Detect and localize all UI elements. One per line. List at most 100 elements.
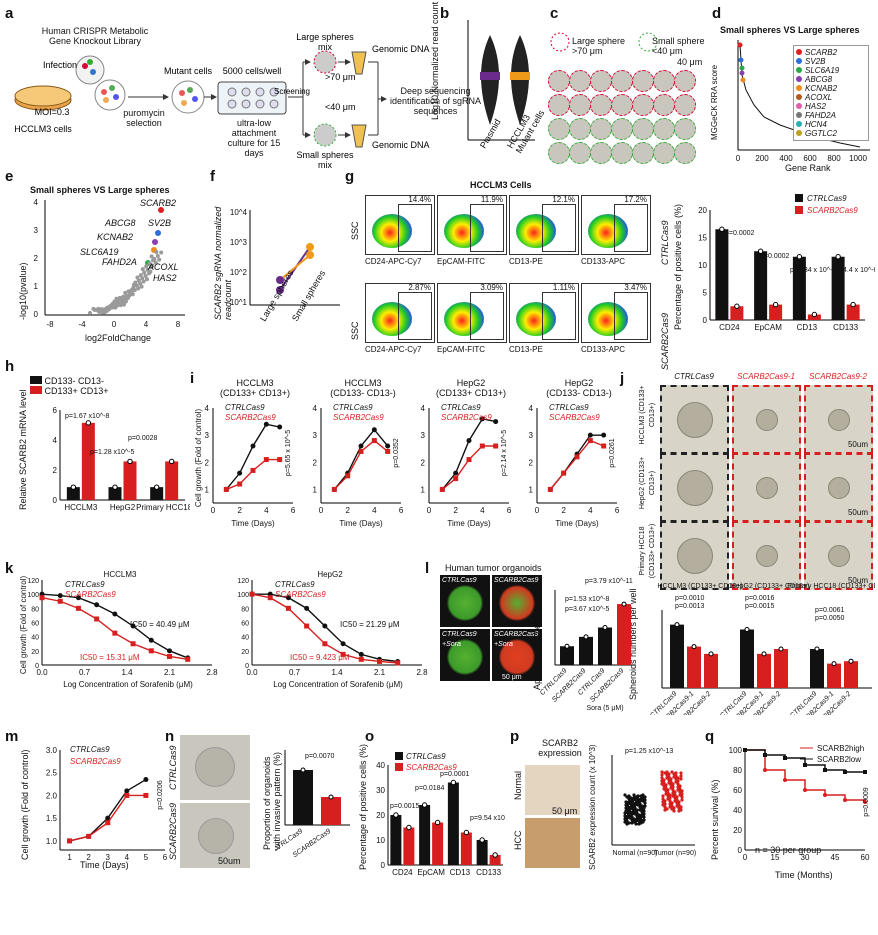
g-point (772, 301, 779, 308)
q-point (743, 748, 747, 752)
k-point (94, 602, 100, 608)
i-subpanel: HepG2 (CD133+ CD13+) 0 2 4 6 1 2 3 4 Time (Days) CT… (411, 378, 516, 538)
e-point (149, 254, 154, 259)
o-bar (403, 827, 415, 865)
j-point (831, 661, 837, 667)
k-point (249, 591, 255, 597)
d-xtick: 0 (736, 154, 741, 163)
e-point (140, 267, 145, 272)
i-point (561, 470, 567, 476)
c-large-label: Large sphere >70 μm (572, 36, 626, 56)
i-point (277, 457, 283, 463)
a-culture-label: ultra-low attachment culture for 15 days (227, 118, 281, 158)
d-legend-dot (796, 103, 802, 109)
m-point (105, 820, 111, 826)
k-point (112, 630, 118, 636)
g-facs-percent: 1.11% (552, 283, 575, 292)
i-legend-scarb2: SCARB2Cas9 (333, 413, 384, 422)
i-point (493, 443, 499, 449)
h-pvalue: p=1.67 x10^-8 (65, 413, 109, 420)
g-point (850, 301, 856, 308)
d-legend-label: SLC6A19 (805, 66, 840, 75)
p-point-tumor (675, 804, 679, 808)
e-label-slc6a19: SLC6A19 (80, 247, 119, 257)
j-point (708, 651, 714, 657)
p-point-tumor (663, 771, 667, 775)
i-xtick: 4 (480, 506, 485, 515)
o-xtick: CD13 (450, 868, 471, 877)
panel-e-chart: -8 -4 0 4 8 0 1 2 3 4 (34, 198, 185, 329)
k-legend-scarb2: SCARB2Cas9 (65, 590, 116, 599)
c-sphere (548, 94, 570, 116)
q-ytick: 60 (733, 786, 742, 795)
k-ic50-ctrl: IC50 = 21.29 μM (340, 620, 400, 629)
o-point (393, 812, 399, 818)
i-legend-ctrl: CTRLCas9 (225, 403, 265, 412)
a-mix2-label: mix (318, 160, 332, 170)
j-organoid-image: 50um (804, 453, 873, 522)
j-point (744, 627, 750, 632)
l-organoid-tile: SCARB2Cas9 (492, 575, 542, 627)
k-point (148, 648, 154, 654)
o-point (434, 819, 441, 826)
g-marker-label: CD133-APC (581, 257, 626, 266)
j-sphere (677, 402, 713, 438)
d-legend-item: SLC6A19 (796, 66, 866, 75)
p-point-tumor (662, 784, 666, 788)
p-point-tumor (672, 809, 676, 813)
e-ytick: 4 (34, 198, 39, 207)
q-point (863, 800, 867, 804)
p-point-tumor (670, 807, 674, 811)
e-point (147, 261, 152, 266)
p-point-tumor (674, 780, 678, 784)
g-marker-label: EpCAM-FITC (437, 257, 485, 266)
p-title: SCARB2 expression (538, 738, 582, 758)
c-sphere (590, 142, 612, 164)
a-large-label: Large spheres (296, 32, 354, 42)
i-point (371, 427, 377, 433)
k-ytick: 60 (241, 621, 249, 628)
i-xtick: 6 (291, 506, 296, 515)
g-facs-percent: 2.87% (408, 283, 431, 292)
e-ytick: 1 (34, 282, 39, 291)
i-point (250, 443, 256, 449)
m-point (67, 838, 73, 844)
m-xtick: 2 (86, 853, 91, 862)
p-point-tumor (672, 775, 676, 779)
g-row1-label: CTRLCas9 (660, 220, 670, 265)
i-point (250, 467, 256, 473)
i-point (439, 486, 445, 492)
i-xlabel: Time (Days) (231, 519, 275, 528)
j-group-label: HCCLM3 (CD133+ CD13+) (657, 583, 742, 590)
j-sphere (756, 545, 778, 567)
n-ylabel: Proportion of organoids with invasive pa… (262, 751, 282, 850)
g-facs-plot: 2.87% (365, 283, 435, 343)
panel-c-sphere-grid (548, 70, 698, 170)
p-point-tumor (678, 793, 682, 797)
i-xtick: 6 (615, 506, 620, 515)
q-xtick: 15 (771, 853, 780, 862)
n-scale: 50um (218, 856, 241, 866)
j-scale: 50um (847, 576, 868, 585)
panel-label-q: q (705, 728, 715, 745)
p-point-tumor (668, 799, 672, 803)
n-bar (321, 797, 341, 825)
q-point (783, 778, 787, 782)
p-point-normal (634, 819, 638, 823)
k-ytick: 100 (27, 592, 39, 599)
o-point (421, 802, 428, 808)
j-bar (704, 653, 718, 688)
p-point-tumor (680, 795, 684, 799)
panel-label-l: l (425, 560, 430, 577)
g-facs-plot: 3.09% (437, 283, 507, 343)
i-legend-ctrl: CTRLCas9 (333, 403, 373, 412)
j-pvalue: p=0.0061 (815, 607, 844, 614)
k-point (75, 595, 81, 601)
g-point (811, 311, 818, 318)
p-point-tumor (660, 779, 664, 783)
l-scale: 50 μm (502, 674, 522, 681)
k-point (57, 598, 63, 604)
panel-a-diagram: Infection MOI=0.3 HCCLM3 cells Mutant ce… (14, 32, 429, 170)
g-ytick: 15 (698, 234, 707, 243)
